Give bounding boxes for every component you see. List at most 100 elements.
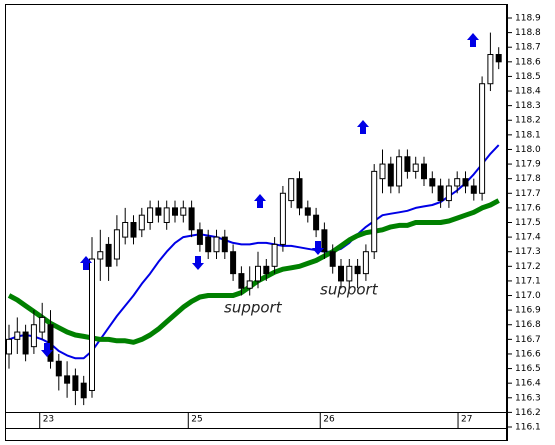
y-tick-label: 118.1 (515, 130, 541, 140)
candle-body (387, 163, 394, 187)
y-tick-label: 117.1 (515, 276, 541, 286)
candle-body (14, 331, 21, 340)
y-tick-label: 117.8 (515, 174, 541, 184)
candle-body (354, 265, 361, 275)
candle-body (55, 360, 62, 377)
candle-body (238, 273, 245, 289)
y-tick-label: 116.3 (515, 393, 541, 403)
candle-body (188, 207, 195, 231)
candle-body (470, 185, 477, 194)
y-tick-label: 118.3 (515, 101, 541, 111)
candle-body (113, 229, 120, 260)
x-tick-label: 27 (461, 415, 472, 425)
y-tick-label: 118.6 (515, 57, 541, 67)
candle-body (97, 251, 104, 260)
up-arrow (80, 256, 92, 270)
y-tick-label: 118.9 (515, 13, 541, 23)
y-tick-label: 118.7 (515, 43, 541, 53)
candle-body (379, 163, 386, 180)
candle-body (404, 156, 411, 172)
candle-body (80, 382, 87, 399)
y-tick-label: 117.7 (515, 189, 541, 199)
candle-body (329, 251, 336, 267)
y-tick-label: 116.7 (515, 335, 541, 345)
candle-body (39, 316, 46, 333)
candle-body (271, 243, 278, 267)
candle-body (362, 251, 369, 275)
y-tick-label: 118.5 (515, 72, 541, 82)
candle-body (462, 178, 469, 187)
candle-body (338, 265, 344, 282)
annotation: support (320, 281, 379, 299)
y-tick-label: 117.3 (515, 247, 541, 257)
candle-body (246, 280, 253, 289)
x-tick-label: 26 (323, 415, 335, 425)
up-arrow (467, 33, 479, 47)
candle-body (304, 207, 311, 216)
candle-body (105, 243, 112, 267)
plot-frame (5, 4, 507, 441)
signal-arrows (41, 33, 479, 357)
annotation: support (224, 299, 283, 317)
y-tick-label: 118.2 (515, 116, 541, 126)
y-tick-label: 116.4 (515, 379, 541, 389)
candle-body (147, 207, 154, 223)
candle-body (180, 207, 187, 216)
y-tick-label: 117.6 (515, 203, 541, 213)
candle-body (296, 178, 303, 209)
candle-body (437, 185, 444, 202)
candle-body (172, 207, 178, 216)
y-tick-label: 118.0 (515, 145, 541, 155)
candle-body (196, 229, 203, 245)
candle-body (205, 236, 212, 253)
candle-body (22, 331, 29, 355)
candle-body (421, 163, 427, 180)
y-tick-label: 116.2 (515, 408, 541, 418)
candle-body (346, 265, 353, 282)
candle-body (454, 178, 461, 187)
candle-body (313, 214, 320, 231)
candle-body (495, 54, 502, 63)
candle-body (213, 236, 220, 253)
y-tick-label: 117.4 (515, 233, 541, 243)
candle-body (371, 170, 378, 253)
down-arrow (192, 256, 204, 270)
candle-body (445, 185, 452, 202)
candle-body (155, 207, 162, 216)
y-tick-label: 117.0 (515, 291, 541, 301)
candle-body (288, 178, 295, 202)
y-tick-label: 116.8 (515, 320, 541, 330)
candle-body (412, 163, 419, 172)
candle-body (64, 375, 71, 384)
candle-body (221, 236, 228, 253)
candle-body (321, 229, 328, 253)
candle-body (30, 324, 37, 348)
y-tick-label: 118.8 (515, 28, 541, 38)
x-tick-label: 25 (191, 415, 202, 425)
candle-body (130, 221, 137, 238)
candle-body (138, 214, 145, 231)
candle-body (279, 192, 286, 245)
y-tick-label: 117.5 (515, 218, 541, 228)
down-arrow (312, 241, 324, 255)
candle-body (122, 221, 129, 238)
candle-body (6, 338, 12, 355)
y-tick-label: 117.2 (515, 262, 541, 272)
candle-body (163, 207, 170, 223)
plot-area (6, 32, 502, 406)
candle-body (255, 265, 261, 282)
candle-body (72, 375, 79, 391)
y-tick-label: 117.9 (515, 160, 541, 170)
up-arrow (357, 120, 369, 134)
y-tick-label: 116.1 (515, 422, 541, 432)
y-tick-label: 116.6 (515, 349, 541, 359)
x-tick-label: 23 (43, 415, 54, 425)
y-tick-label: 118.4 (515, 87, 541, 97)
candle-body (487, 54, 494, 85)
y-tick-label: 116.5 (515, 364, 541, 374)
y-tick-label: 116.9 (515, 306, 541, 316)
down-arrow (41, 343, 53, 357)
candle-body (429, 178, 436, 187)
candle-body (396, 156, 403, 187)
